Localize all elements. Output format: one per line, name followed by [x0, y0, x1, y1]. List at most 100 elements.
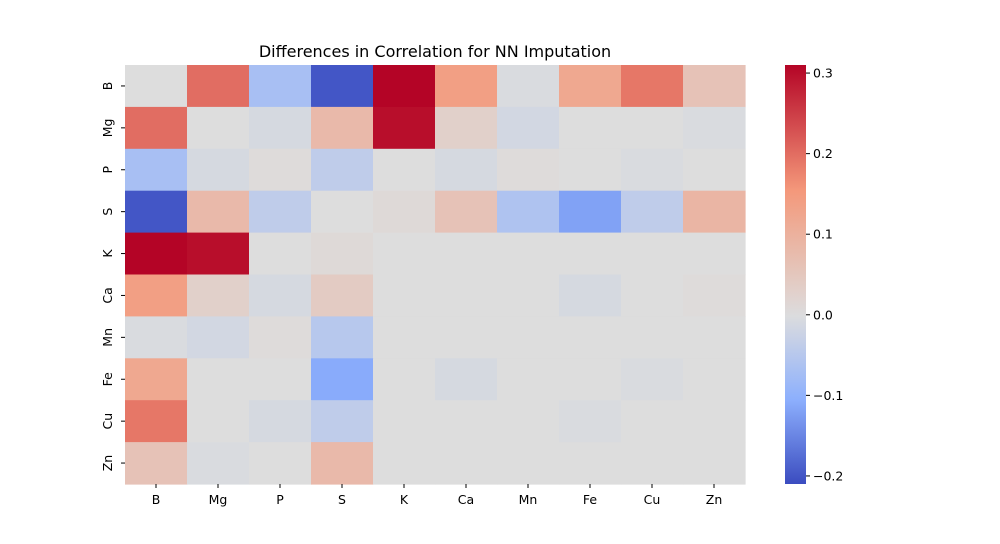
colorbar-tick-label: −0.2 [813, 468, 843, 483]
heatmap-cell-S-Zn [683, 190, 746, 234]
heatmap-cell-Mn-Zn [683, 316, 746, 359]
heatmap-cell-K-Mg [187, 232, 250, 276]
heatmap-cell-Zn-Mn [497, 442, 560, 485]
heatmap-cell-P-S [311, 148, 374, 192]
heatmap-cell-Cu-Mn [497, 400, 560, 443]
heatmap-cell-K-Ca [435, 232, 498, 276]
heatmap-cell-B-Cu [621, 65, 684, 108]
heatmap-cell-Cu-B [125, 400, 188, 443]
heatmap-cell-S-S [311, 190, 374, 234]
heatmap-cell-P-Mn [497, 148, 560, 192]
heatmap-cell-Ca-Mg [187, 274, 250, 317]
y-tick-label: Zn [100, 455, 115, 472]
heatmap-cell-S-Mg [187, 190, 250, 234]
heatmap-cell-P-B [125, 148, 188, 192]
heatmap-cell-B-Ca [435, 65, 498, 108]
x-tick-label: Cu [644, 492, 661, 507]
y-tick-label: B [100, 82, 115, 91]
heatmap-cell-Fe-K [373, 358, 436, 401]
heatmap-cell-Mn-B [125, 316, 188, 359]
heatmap-cell-Mg-P [249, 106, 312, 150]
heatmap-cell-Mg-Ca [435, 106, 498, 150]
heatmap-cell-K-Cu [621, 232, 684, 276]
heatmap-cell-K-Zn [683, 232, 746, 276]
heatmap-cell-K-B [125, 232, 188, 276]
heatmap-cells [125, 65, 746, 485]
heatmap-cell-Ca-Cu [621, 274, 684, 317]
y-tick-label: S [100, 208, 115, 216]
heatmap-cell-Fe-Fe [559, 358, 622, 401]
heatmap-cell-Mn-Mn [497, 316, 560, 359]
x-tick-label: Mn [519, 492, 538, 507]
heatmap-cell-Mn-Cu [621, 316, 684, 359]
heatmap-cell-Mn-K [373, 316, 436, 359]
heatmap-cell-B-S [311, 65, 374, 108]
colorbar-gradient [785, 65, 806, 484]
heatmap-cell-K-Mn [497, 232, 560, 276]
heatmap-cell-Zn-Cu [621, 442, 684, 485]
heatmap-cell-K-S [311, 232, 374, 276]
heatmap-cell-Cu-K [373, 400, 436, 443]
heatmap-cell-K-P [249, 232, 312, 276]
heatmap-cell-Fe-Mg [187, 358, 250, 401]
heatmap-cell-Mg-Mg [187, 106, 250, 150]
heatmap-cell-Mn-Mg [187, 316, 250, 359]
heatmap-cell-Mg-B [125, 106, 188, 150]
x-tick-label: Fe [583, 492, 598, 507]
heatmap-cell-Mn-S [311, 316, 374, 359]
heatmap-cell-Ca-Mn [497, 274, 560, 317]
heatmap-cell-Mn-Fe [559, 316, 622, 359]
x-tick-label: K [400, 492, 409, 507]
heatmap-cell-P-K [373, 148, 436, 192]
heatmap-cell-Cu-Ca [435, 400, 498, 443]
heatmap-cell-Ca-K [373, 274, 436, 317]
heatmap-cell-Zn-P [249, 442, 312, 485]
heatmap-cell-Mg-S [311, 106, 374, 150]
heatmap-cell-K-Fe [559, 232, 622, 276]
heatmap-cell-Cu-S [311, 400, 374, 443]
heatmap-cell-Fe-S [311, 358, 374, 401]
heatmap-cell-Fe-P [249, 358, 312, 401]
heatmap-cell-Cu-Zn [683, 400, 746, 443]
heatmap-cell-Fe-Mn [497, 358, 560, 401]
colorbar-ticks: −0.2 −0.1 0.0 0.1 0.2 0.3 [806, 66, 843, 483]
heatmap-cell-Cu-P [249, 400, 312, 443]
colorbar-tick-label: 0.2 [813, 146, 833, 161]
heatmap-cell-Fe-Ca [435, 358, 498, 401]
heatmap-cell-Zn-S [311, 442, 374, 485]
y-tick-label: K [100, 249, 115, 258]
heatmap-cell-P-Ca [435, 148, 498, 192]
heatmap-cell-S-Cu [621, 190, 684, 234]
heatmap-cell-Mg-Zn [683, 106, 746, 150]
heatmap-cell-P-Mg [187, 148, 250, 192]
heatmap-cell-S-B [125, 190, 188, 234]
x-tick-label: B [152, 492, 161, 507]
chart-title: Differences in Correlation for NN Imputa… [259, 42, 611, 61]
heatmap-cell-Mn-P [249, 316, 312, 359]
heatmap-cell-Mg-K [373, 106, 436, 150]
heatmap-cell-Mn-Ca [435, 316, 498, 359]
heatmap-cell-Mg-Fe [559, 106, 622, 150]
heatmap-cell-Ca-P [249, 274, 312, 317]
heatmap-cell-Zn-Fe [559, 442, 622, 485]
heatmap-cell-Cu-Fe [559, 400, 622, 443]
heatmap-cell-P-Cu [621, 148, 684, 192]
heatmap-cell-Zn-B [125, 442, 188, 485]
x-axis: B Mg P S K Ca Mn Fe Cu Zn [152, 484, 722, 507]
heatmap-cell-Cu-Cu [621, 400, 684, 443]
heatmap-cell-Zn-Ca [435, 442, 498, 485]
heatmap-cell-B-Mn [497, 65, 560, 108]
heatmap-cell-B-B [125, 65, 188, 108]
heatmap-cell-B-P [249, 65, 312, 108]
y-tick-label: Cu [100, 413, 115, 430]
x-tick-label: Mg [209, 492, 228, 507]
x-tick-label: Ca [458, 492, 474, 507]
heatmap-cell-Fe-B [125, 358, 188, 401]
heatmap-cell-Mg-Mn [497, 106, 560, 150]
heatmap-cell-Zn-K [373, 442, 436, 485]
heatmap-cell-S-P [249, 190, 312, 234]
heatmap-cell-S-K [373, 190, 436, 234]
heatmap-cell-Cu-Mg [187, 400, 250, 443]
